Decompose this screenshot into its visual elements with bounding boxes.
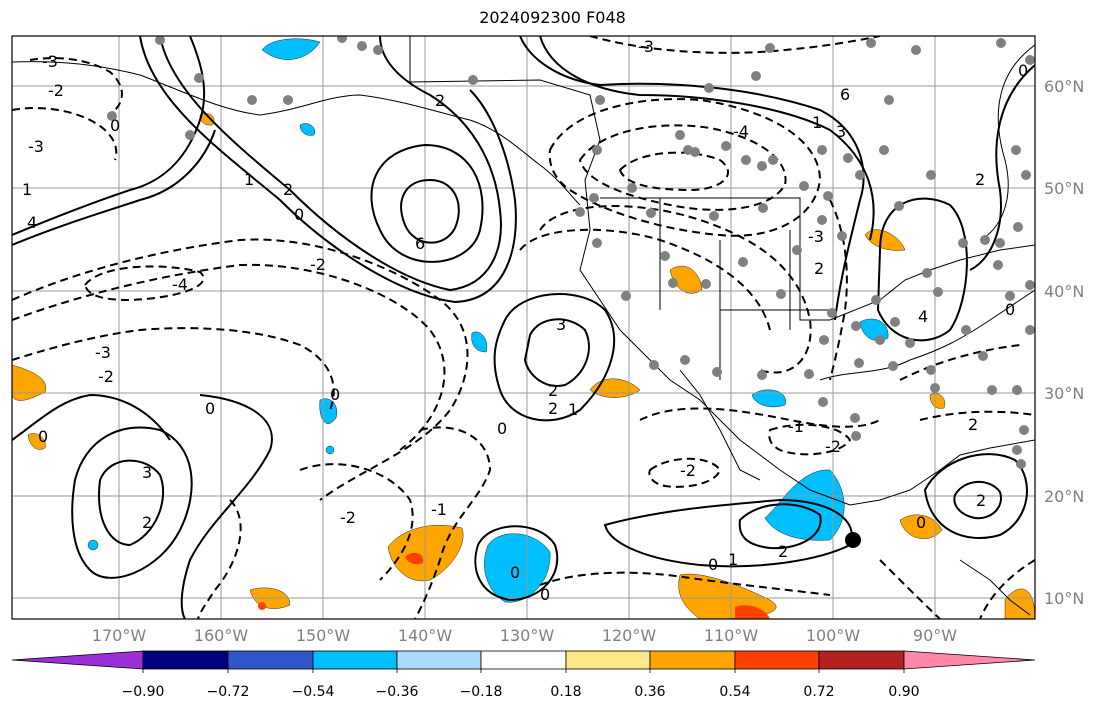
contour-label: 1	[244, 170, 254, 189]
contour-label: 2	[548, 399, 558, 418]
contour-label: -2	[98, 367, 114, 386]
negative-anomaly-areas	[87, 38, 889, 603]
station-markers	[107, 36, 1035, 469]
contour-label: -2	[310, 255, 326, 274]
contour-label: -4	[172, 275, 188, 294]
contour-label: -3	[95, 343, 111, 362]
contour-label: 1	[812, 113, 822, 132]
contour-label: 2	[142, 513, 152, 532]
tropical-storm-marker	[845, 532, 861, 548]
colorbar-extend-low	[11, 650, 144, 670]
colorbar	[11, 650, 1036, 673]
lat-label: 30°N	[1044, 384, 1085, 403]
contour-label: -3	[638, 37, 654, 56]
colorbar-tick-label: 0.18	[550, 684, 582, 700]
contour-label: 3	[836, 122, 846, 141]
contours-negative	[12, 36, 1035, 619]
contour-label: 3	[142, 463, 152, 482]
colorbar-segment	[818, 650, 905, 670]
contour-labels: -3 -2 -3 0 1 4 1 2 0 6 -2 -4 -3 -2 0 0 0…	[22, 37, 1028, 604]
contour-label: 0	[330, 385, 340, 404]
lon-label: 150°W	[295, 626, 351, 645]
map-frame	[11, 35, 1036, 620]
contour-label: 2	[778, 542, 788, 561]
lat-label: 40°N	[1044, 282, 1085, 301]
contour-label: 2	[435, 91, 445, 110]
colorbar-segment	[396, 650, 482, 670]
contour-label: -4	[733, 122, 749, 141]
contour-label: -2	[680, 461, 696, 480]
colorbar-tick-label: 0.54	[719, 684, 751, 700]
colorbar-tick-label: −0.72	[206, 684, 250, 700]
contour-label: -3	[42, 52, 58, 71]
contour-label: 0	[497, 419, 507, 438]
contour-label: -3	[28, 137, 44, 156]
contour-label: 1	[728, 550, 738, 569]
lon-label: 100°W	[805, 626, 861, 645]
map-title: 2024092300 F048	[479, 8, 626, 27]
contour-label: -2	[825, 437, 841, 456]
contour-label: 2	[975, 170, 985, 189]
contour-label: 0	[205, 399, 215, 418]
contour-label: 0	[540, 585, 550, 604]
contour-label: 2	[814, 259, 824, 278]
lat-label: 10°N	[1044, 589, 1085, 608]
colorbar-extend-high	[903, 650, 1036, 670]
contour-label: 4	[918, 307, 928, 326]
lon-label: 110°W	[703, 626, 759, 645]
contour-label: 0	[1018, 61, 1028, 80]
contour-label: -1	[788, 417, 804, 436]
colorbar-segment	[565, 650, 651, 670]
lon-label: 130°W	[499, 626, 555, 645]
contour-label: 0	[708, 555, 718, 574]
contour-label: 2	[976, 491, 986, 510]
lon-label: 160°W	[193, 626, 249, 645]
contour-label: 0	[294, 205, 304, 224]
lon-label: 120°W	[601, 626, 657, 645]
contour-label: 3	[556, 315, 566, 334]
coastlines	[12, 36, 1035, 616]
contour-label: 2	[548, 381, 558, 400]
contour-label: 6	[840, 85, 850, 104]
colorbar-tick-label: −0.18	[459, 684, 503, 700]
contour-label: 1	[568, 400, 578, 419]
contour-label: -3	[808, 227, 824, 246]
colorbar-segment	[227, 650, 314, 670]
lat-label: 50°N	[1044, 179, 1085, 198]
lon-label: 140°W	[397, 626, 453, 645]
contour-label: 0	[38, 427, 48, 446]
colorbar-tick-label: −0.36	[375, 684, 419, 700]
contour-label: 0	[110, 116, 120, 135]
contour-label: 2	[968, 415, 978, 434]
colorbar-tick-label: 0.90	[888, 684, 920, 700]
colorbar-segment	[312, 650, 398, 670]
contour-label: 4	[27, 213, 37, 232]
contour-label: -2	[340, 508, 356, 527]
lat-label: 60°N	[1044, 77, 1085, 96]
contour-label: 1	[22, 180, 32, 199]
lon-label: 90°W	[912, 626, 958, 645]
graticule	[12, 36, 1035, 619]
colorbar-tick-label: 0.36	[634, 684, 666, 700]
lon-label: 170°W	[91, 626, 147, 645]
colorbar-segment	[649, 650, 736, 670]
contour-label: 0	[510, 563, 520, 582]
contour-label: -2	[48, 81, 64, 100]
contour-label: 0	[916, 513, 926, 532]
contour-label: 0	[1005, 300, 1015, 319]
colorbar-segment	[734, 650, 820, 670]
colorbar-segment	[142, 650, 229, 670]
contour-label: 6	[415, 234, 425, 253]
colorbar-tick-label: −0.90	[121, 684, 165, 700]
contour-label: 2	[283, 180, 293, 199]
colorbar-segment	[480, 650, 567, 670]
colorbar-tick-label: −0.54	[291, 684, 335, 700]
red-anomaly-spots	[258, 552, 770, 619]
contour-label: -1	[431, 500, 447, 519]
colorbar-tick-label: 0.72	[803, 684, 835, 700]
lat-label: 20°N	[1044, 487, 1085, 506]
